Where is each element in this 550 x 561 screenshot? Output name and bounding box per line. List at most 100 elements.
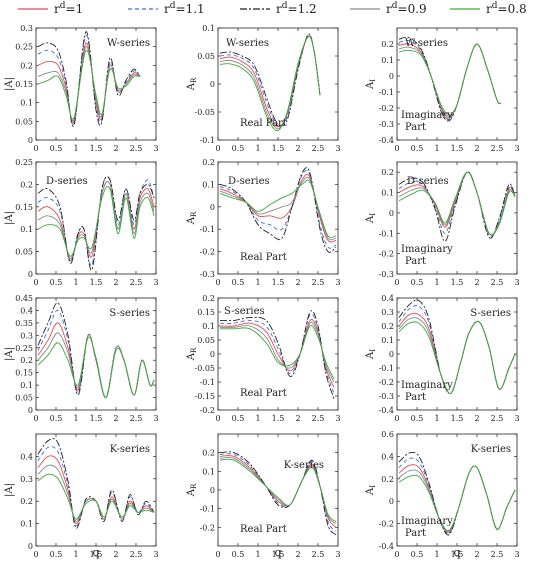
series-line: [398, 43, 502, 117]
y-tick-label: 0.05: [197, 336, 215, 345]
y-tick-label: -0.4: [379, 542, 394, 551]
series-line: [37, 49, 141, 120]
y-tick-label: 0.1: [202, 180, 215, 189]
y-tick-label: 0.1: [202, 322, 215, 331]
y-tick-label: 0: [389, 350, 394, 359]
x-tick-label: 0.5: [411, 144, 424, 153]
legend-entry: rd=0.9: [350, 1, 427, 16]
series-line: [37, 446, 155, 527]
y-tick-label: 0.1: [381, 336, 394, 345]
series-group: [219, 167, 337, 253]
x-tick-label: 3: [335, 144, 340, 153]
x-tick-label: 0: [33, 144, 38, 153]
y-tick-label: 0.1: [381, 56, 394, 65]
x-tick-label: 2.5: [130, 414, 143, 423]
series-line: [398, 320, 516, 394]
x-tick-label: 1.5: [272, 414, 285, 423]
x-tick-label: 0.5: [50, 414, 63, 423]
legend-label: rd=1: [54, 1, 83, 16]
x-tick-label: 0: [394, 144, 399, 153]
y-tick-label: 0: [389, 497, 394, 506]
series-group: [37, 31, 141, 127]
series-line: [219, 319, 335, 388]
x-tick-label: 0: [394, 550, 399, 559]
chart-panel: -0.4 -0.3 -0.2 -0.1 0 0.1 0.2 0 0.5 1 1.5 2 2.5 3 AI W-…: [365, 27, 520, 153]
x-tick-label: 3: [335, 550, 340, 559]
series-label: S-series: [224, 306, 265, 317]
y-tick-label: 0: [28, 270, 33, 279]
x-tick-label: 2.5: [491, 144, 504, 153]
x-tick-label: 0: [394, 414, 399, 423]
y-tick-label: 0: [389, 209, 394, 218]
y-tick-label: 0.15: [197, 308, 215, 317]
y-tick-label: 0.2: [20, 356, 33, 365]
x-tick-label: 2: [295, 144, 300, 153]
y-tick-label: 0.4: [381, 294, 394, 303]
y-tick-label: -0.3: [379, 392, 394, 401]
series-line: [37, 473, 155, 520]
panels: 0 0.05 0.1 0.15 0.2 0.25 0.3 0 0.5 1 1.5 2 2.5 3 |A| W-…: [4, 24, 520, 559]
y-tick-label: 0.25: [15, 43, 33, 52]
x-tick-label: 1.5: [90, 144, 103, 153]
series-line: [37, 181, 155, 259]
y-tick-label: 0.2: [20, 61, 33, 70]
x-tick-label: 1: [434, 550, 439, 559]
annotation-label: Real Part: [240, 252, 287, 263]
x-tick-label: 2.5: [491, 278, 504, 287]
legend-entry: rd=1.2: [240, 1, 317, 16]
x-tick-label: 3: [514, 278, 519, 287]
series-line: [398, 43, 502, 119]
y-tick-label: 0.15: [15, 369, 33, 378]
legend-entry: rd=0.8: [450, 1, 527, 16]
annotation-label: Imaginary: [401, 244, 453, 255]
x-tick-label: 2.5: [130, 278, 143, 287]
annotation-label: Imaginary: [401, 380, 453, 391]
chart-panel: -0.4 -0.2 0 0.2 0.4 0.6 0 0.5 1 1.5 2 2.5 3 AI K-serie…: [365, 430, 520, 559]
y-tick-label: -0.1: [200, 136, 215, 145]
x-axis-label: q: [453, 546, 460, 559]
y-tick-label: 0.05: [15, 117, 33, 126]
annotation-label: Part: [405, 122, 426, 133]
series-group: [37, 175, 155, 271]
x-tick-label: 1.5: [272, 550, 285, 559]
y-tick-label: 0.4: [20, 306, 33, 315]
x-tick-label: 2.5: [130, 144, 143, 153]
x-tick-label: 1.5: [272, 144, 285, 153]
series-line: [219, 458, 337, 523]
x-tick-label: 0.5: [50, 144, 63, 153]
series-line: [219, 324, 335, 380]
y-tick-label: -0.2: [200, 406, 215, 415]
x-tick-label: 0.5: [411, 550, 424, 559]
series-label: K-series: [284, 460, 324, 471]
x-tick-label: 0: [33, 550, 38, 559]
y-tick-label: 0: [28, 406, 33, 415]
legend: rd=1 rd=1.1 rd=1.2 rd=0.9 rd=0.8: [18, 1, 527, 16]
x-tick-label: 0.5: [50, 550, 63, 559]
y-tick-label: 0.2: [381, 40, 394, 49]
y-axis-label: |A|: [4, 211, 15, 225]
x-tick-label: 1: [255, 144, 260, 153]
x-tick-label: 2: [295, 550, 300, 559]
y-tick-label: 0.2: [20, 497, 33, 506]
chart-panel: 0 0.05 0.1 0.15 0.2 0.25 0.3 0.35 0.4 0.45 0 0.5 1 1.…: [4, 294, 159, 423]
y-tick-label: -0.1: [200, 505, 215, 514]
y-tick-label: 0.25: [15, 344, 33, 353]
y-tick-label: -0.05: [194, 364, 215, 373]
chart-panel: -0.3 -0.2 -0.1 0 0.1 0.2 0 0.5 1 1.5 2 2.5 3 AR D-seri…: [186, 158, 341, 287]
annotation-label: Part: [405, 528, 426, 539]
series-line: [37, 31, 141, 127]
x-tick-label: 3: [153, 414, 158, 423]
x-tick-label: 0.5: [232, 550, 245, 559]
legend-entry: rd=1.1: [128, 1, 205, 16]
x-tick-label: 2: [295, 278, 300, 287]
series-line: [37, 35, 141, 125]
y-tick-label: 0.05: [15, 394, 33, 403]
y-axis-label: AI: [365, 213, 377, 224]
legend-label: rd=1.1: [164, 1, 205, 16]
x-tick-label: 2: [474, 144, 479, 153]
y-axis-label: |A|: [4, 483, 15, 497]
x-tick-label: 0: [215, 414, 220, 423]
x-tick-label: 1: [434, 144, 439, 153]
x-axis-label: q: [92, 546, 99, 559]
legend-label: rd=0.9: [386, 1, 427, 16]
